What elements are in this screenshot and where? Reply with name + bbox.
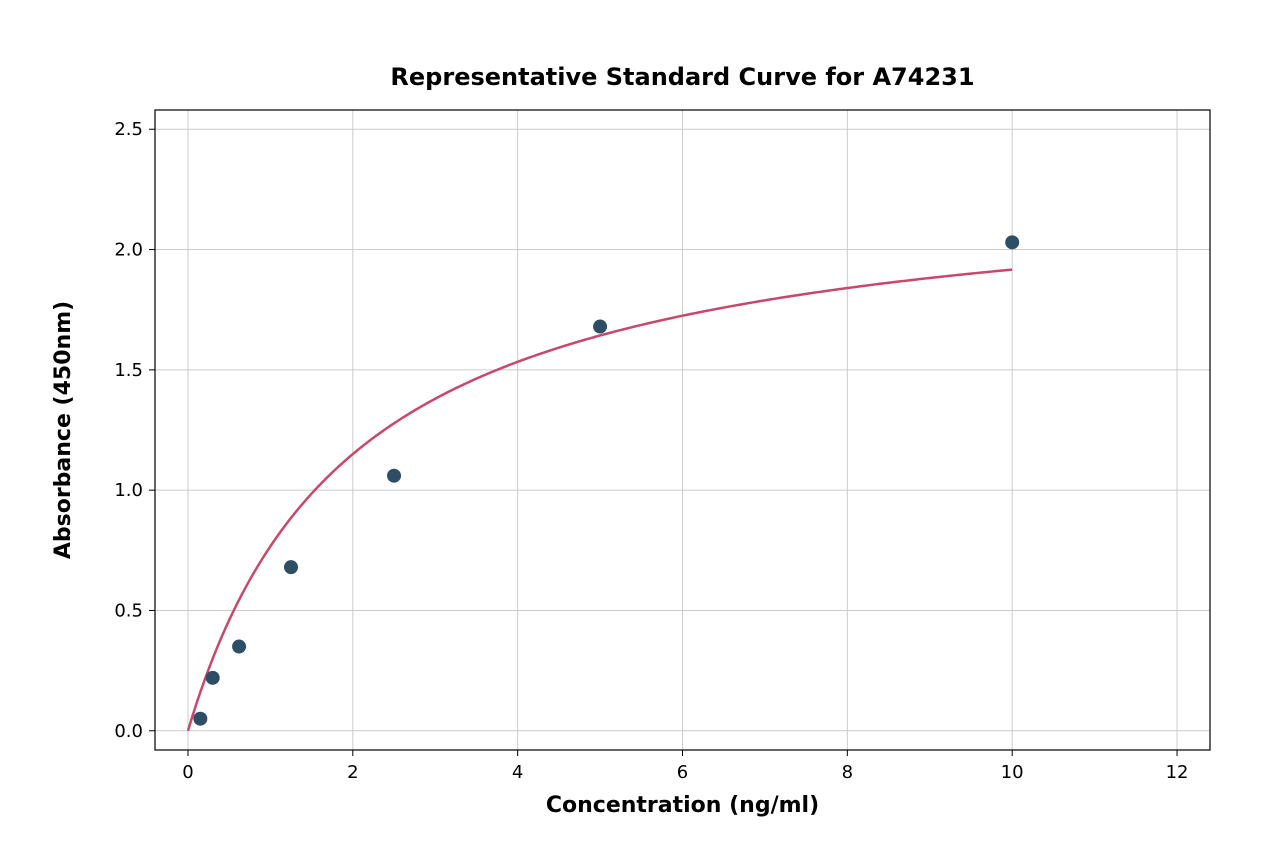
y-tick-label: 0.0 bbox=[114, 721, 143, 742]
y-tick-label: 1.5 bbox=[114, 360, 143, 381]
scatter-point bbox=[1005, 235, 1019, 249]
x-tick-label: 2 bbox=[347, 762, 358, 783]
y-axis-label: Absorbance (450nm) bbox=[51, 301, 76, 559]
y-tick-label: 2.0 bbox=[114, 240, 143, 261]
scatter-point bbox=[593, 320, 607, 334]
scatter-point bbox=[206, 671, 220, 685]
x-tick-label: 12 bbox=[1166, 762, 1189, 783]
chart-container: 0 2 4 6 8 10 12 0.0 0.5 1.0 1.5 2.0 2.5 Representat… bbox=[0, 0, 1280, 845]
fitted-curve bbox=[188, 270, 1012, 731]
scatter-point bbox=[284, 560, 298, 574]
y-tick-label: 1.0 bbox=[114, 480, 143, 501]
standard-curve-chart: 0 2 4 6 8 10 12 0.0 0.5 1.0 1.5 2.0 2.5 Representat… bbox=[0, 0, 1280, 845]
y-axis-ticks: 0.0 0.5 1.0 1.5 2.0 2.5 bbox=[114, 119, 155, 742]
chart-title: Representative Standard Curve for A74231 bbox=[390, 63, 974, 91]
x-axis-ticks: 0 2 4 6 8 10 12 bbox=[182, 750, 1188, 783]
x-tick-label: 0 bbox=[182, 762, 193, 783]
x-tick-label: 6 bbox=[677, 762, 688, 783]
x-tick-label: 10 bbox=[1001, 762, 1024, 783]
scatter-points bbox=[193, 235, 1019, 725]
grid-lines bbox=[155, 110, 1210, 750]
scatter-point bbox=[232, 640, 246, 654]
scatter-point bbox=[387, 469, 401, 483]
x-tick-label: 8 bbox=[842, 762, 853, 783]
scatter-point bbox=[193, 712, 207, 726]
y-tick-label: 0.5 bbox=[114, 600, 143, 621]
x-axis-label: Concentration (ng/ml) bbox=[546, 793, 819, 818]
y-tick-label: 2.5 bbox=[114, 119, 143, 140]
x-tick-label: 4 bbox=[512, 762, 523, 783]
